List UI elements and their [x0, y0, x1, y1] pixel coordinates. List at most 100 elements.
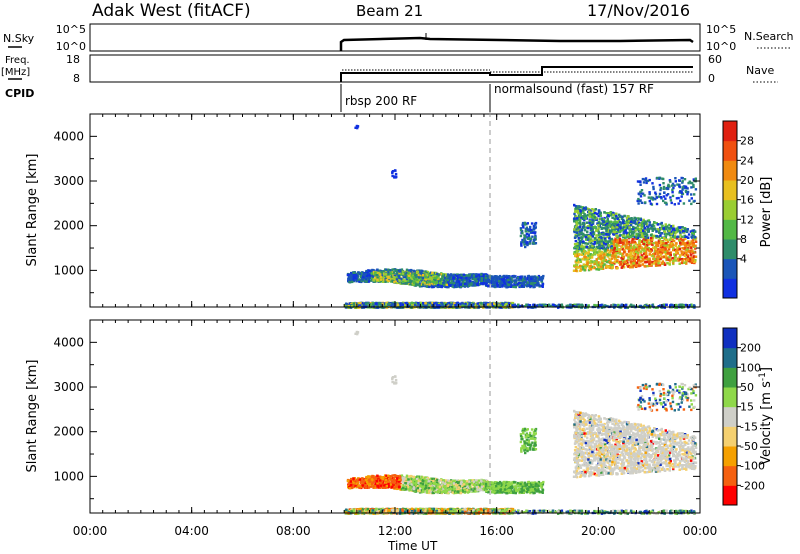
power-cell	[515, 277, 518, 280]
power-cell	[358, 272, 361, 275]
nsky-label: N.Sky	[3, 32, 35, 45]
power-cell	[502, 275, 505, 278]
power-cell	[450, 282, 454, 286]
power-cell	[449, 302, 453, 306]
power-cell	[355, 124, 359, 128]
power-cell	[454, 304, 457, 307]
power-cell	[404, 282, 407, 285]
power-cell	[518, 281, 521, 285]
power-cell	[674, 259, 677, 262]
power-cell	[520, 281, 524, 284]
power-cell	[410, 306, 413, 309]
power-cell	[456, 282, 459, 286]
power-cell	[479, 301, 482, 305]
power-cell	[523, 221, 527, 225]
power-cell	[449, 304, 453, 307]
power-cell	[496, 276, 499, 279]
nsearch-tick-top: 10^5	[706, 23, 736, 36]
power-cell	[446, 276, 450, 279]
power-cell	[363, 274, 366, 277]
power-cell	[534, 226, 537, 229]
power-cell	[495, 278, 498, 282]
cpid-strip: CPID rbsp 200 RF normalsound (fast) 157 …	[5, 82, 654, 112]
power-cell	[420, 269, 423, 273]
power-cell	[587, 208, 591, 211]
power-cell	[453, 284, 456, 288]
power-cell	[439, 273, 443, 276]
power-cell	[395, 278, 399, 281]
power-cell	[473, 277, 477, 281]
power-cell	[374, 276, 377, 279]
power-cell	[512, 304, 515, 308]
power-cell	[435, 275, 439, 278]
power-cell	[379, 275, 383, 279]
power-cell	[542, 274, 545, 278]
power-cell	[370, 273, 373, 276]
power-cell	[538, 276, 541, 279]
power-cell	[621, 254, 624, 258]
power-cell	[445, 285, 448, 288]
power-cell	[418, 282, 421, 285]
power-cell	[487, 276, 490, 279]
power-cell	[359, 276, 363, 279]
power-cell	[581, 207, 584, 211]
power-cell	[433, 276, 436, 280]
power-cell	[358, 280, 361, 283]
power-cell	[414, 282, 417, 285]
freq-tick-bottom: 8	[73, 72, 80, 85]
power-cell	[349, 274, 352, 277]
power-cell	[459, 285, 463, 288]
power-cell	[504, 302, 508, 306]
power-cell	[350, 272, 353, 275]
power-cell	[533, 232, 537, 235]
power-cell	[424, 302, 427, 305]
power-cell	[366, 276, 369, 279]
power-cell	[414, 275, 418, 279]
power-cell	[587, 304, 590, 307]
power-cell	[521, 223, 524, 226]
power-cell	[541, 282, 545, 286]
power-cell	[452, 282, 456, 285]
power-cell	[382, 269, 386, 273]
power-cell	[679, 243, 682, 246]
power-cell	[446, 302, 450, 305]
power-cell	[363, 279, 366, 282]
power-cell	[512, 285, 515, 289]
power-cell	[445, 283, 448, 287]
power-cell	[533, 227, 536, 230]
power-cell	[680, 257, 684, 261]
nave-tick-bottom: 0	[708, 72, 715, 85]
power-cell	[519, 284, 522, 287]
power-cell	[523, 235, 527, 239]
power-cell	[411, 274, 415, 278]
power-cell	[659, 304, 662, 307]
power-cell	[620, 303, 623, 306]
power-cell	[391, 174, 394, 178]
power-cell	[392, 277, 396, 280]
power-cell	[385, 302, 388, 306]
power-cell	[429, 303, 432, 306]
power-cell	[419, 272, 422, 275]
power-cell	[517, 303, 520, 307]
power-cell	[352, 271, 355, 274]
power-cell	[451, 285, 454, 288]
power-cell	[443, 302, 446, 305]
power-cell	[393, 274, 396, 277]
power-cell	[588, 248, 592, 251]
power-cell	[671, 304, 674, 307]
power-cell	[361, 271, 364, 274]
power-cell	[463, 278, 467, 282]
power-cell	[668, 223, 671, 227]
power-cell	[624, 303, 628, 307]
power-cell	[376, 306, 379, 309]
power-cell	[394, 305, 397, 308]
power-cell	[388, 269, 391, 272]
power-cell	[484, 273, 488, 276]
power-cell	[498, 274, 502, 278]
power-cell	[508, 304, 512, 307]
power-cell	[674, 305, 678, 308]
power-cell	[482, 276, 485, 279]
power-cell	[442, 279, 446, 282]
power-cell	[456, 303, 459, 306]
power-cell	[417, 302, 420, 305]
